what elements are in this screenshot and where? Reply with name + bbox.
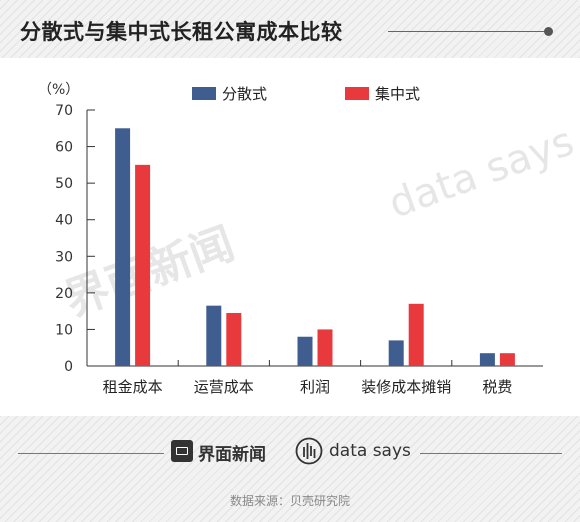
bar-centralized [317, 329, 333, 366]
y-tick-label: 60 [55, 140, 73, 156]
title-rule [388, 31, 546, 32]
title-rule-dot [544, 27, 553, 36]
footer-band [0, 416, 580, 522]
data-source: 数据来源：贝壳研究院 [229, 494, 350, 508]
bar-chart: 0 10 20 30 40 50 60 70 （%） 租金成本 运营成本 利润 装修成本摊销 税费 分散式 集… [38, 82, 543, 396]
x-category-label: 装修成本摊销 [361, 378, 451, 396]
y-tick-label: 0 [64, 359, 73, 375]
chart-area: 界面新闻 data says 010203040506070（%）租金成本运营成… [0, 58, 580, 416]
brand-row: 界面新闻 data says [0, 432, 580, 472]
legend-swatch [345, 87, 369, 100]
y-tick-label: 40 [55, 213, 73, 229]
x-category-label: 利润 [300, 378, 330, 396]
bar-centralized [135, 164, 151, 366]
legend-swatch [192, 87, 216, 100]
x-category-label: 税费 [482, 378, 512, 396]
brand-rule-left [18, 453, 164, 454]
x-category-label: 租金成本 [103, 378, 163, 396]
y-tick-label: 70 [55, 103, 73, 119]
bar-dispersed [115, 128, 131, 366]
y-tick-label: 50 [55, 176, 73, 192]
y-tick-label: 30 [55, 249, 73, 265]
bar-dispersed [206, 305, 222, 366]
datasays-brand: data says [329, 441, 411, 461]
datasays-logo-icon [295, 437, 323, 465]
bar-centralized [226, 312, 242, 366]
bar-dispersed [388, 340, 404, 366]
jiemian-brand: 界面新闻 [198, 445, 266, 465]
chart-title: 分散式与集中式长租公寓成本比较 [20, 20, 343, 44]
x-category-label: 运营成本 [194, 378, 254, 396]
y-unit-label: （%） [38, 82, 79, 98]
header-band [0, 0, 580, 58]
y-tick-label: 10 [55, 322, 73, 338]
bar-centralized [408, 303, 424, 366]
bar-centralized [499, 353, 515, 366]
y-tick-label: 20 [55, 286, 73, 302]
bar-dispersed [297, 336, 313, 366]
brand-rule-right [420, 453, 562, 454]
bar-dispersed [479, 353, 495, 366]
jiemian-logo-icon [171, 440, 193, 462]
legend-label: 集中式 [375, 85, 420, 103]
legend-label: 分散式 [222, 85, 267, 103]
